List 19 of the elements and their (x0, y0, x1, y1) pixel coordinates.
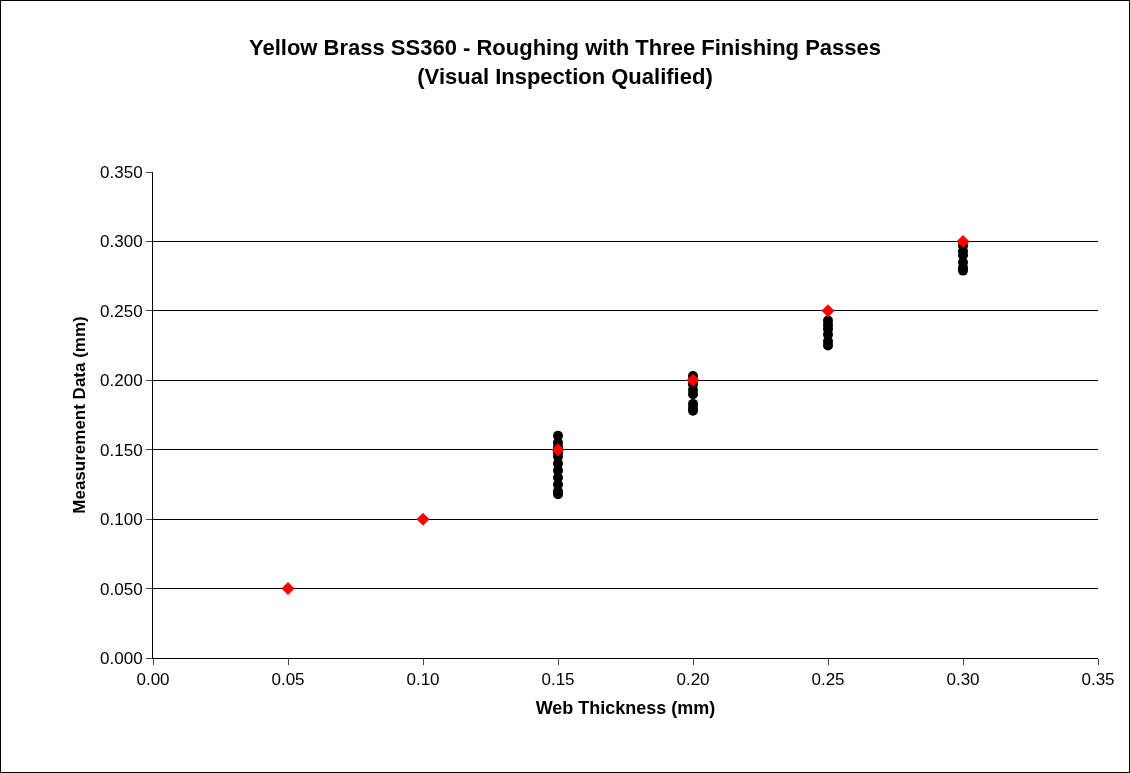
x-tick-label: 0.10 (406, 670, 440, 690)
y-tick-label: 0.250 (100, 301, 143, 321)
y-tick-label: 0.150 (100, 440, 143, 460)
y-axis-title: Measurement Data (mm) (69, 316, 89, 514)
y-tick-label: 0.300 (100, 232, 143, 252)
y-tick-label: 0.050 (100, 579, 143, 599)
x-axis-title: Web Thickness (mm) (535, 697, 716, 718)
y-tick-label: 0.200 (100, 371, 143, 391)
x-tick-label: 0.05 (271, 670, 305, 690)
x-tick-label: 0.00 (136, 670, 170, 690)
chart-title: Yellow Brass SS360 - Roughing with Three Finishing Passes (Visual Inspection Qualified) (248, 34, 882, 89)
x-tick-label: 0.30 (946, 670, 980, 690)
y-tick-label: 0.350 (100, 162, 143, 182)
y-tick-label: 0.100 (100, 510, 143, 530)
x-tick-label: 0.35 (1081, 670, 1115, 690)
y-tick-label: 0.000 (100, 648, 143, 668)
x-tick-label: 0.25 (811, 670, 845, 690)
x-tick-label: 0.20 (676, 670, 710, 690)
x-tick-label: 0.15 (541, 670, 575, 690)
